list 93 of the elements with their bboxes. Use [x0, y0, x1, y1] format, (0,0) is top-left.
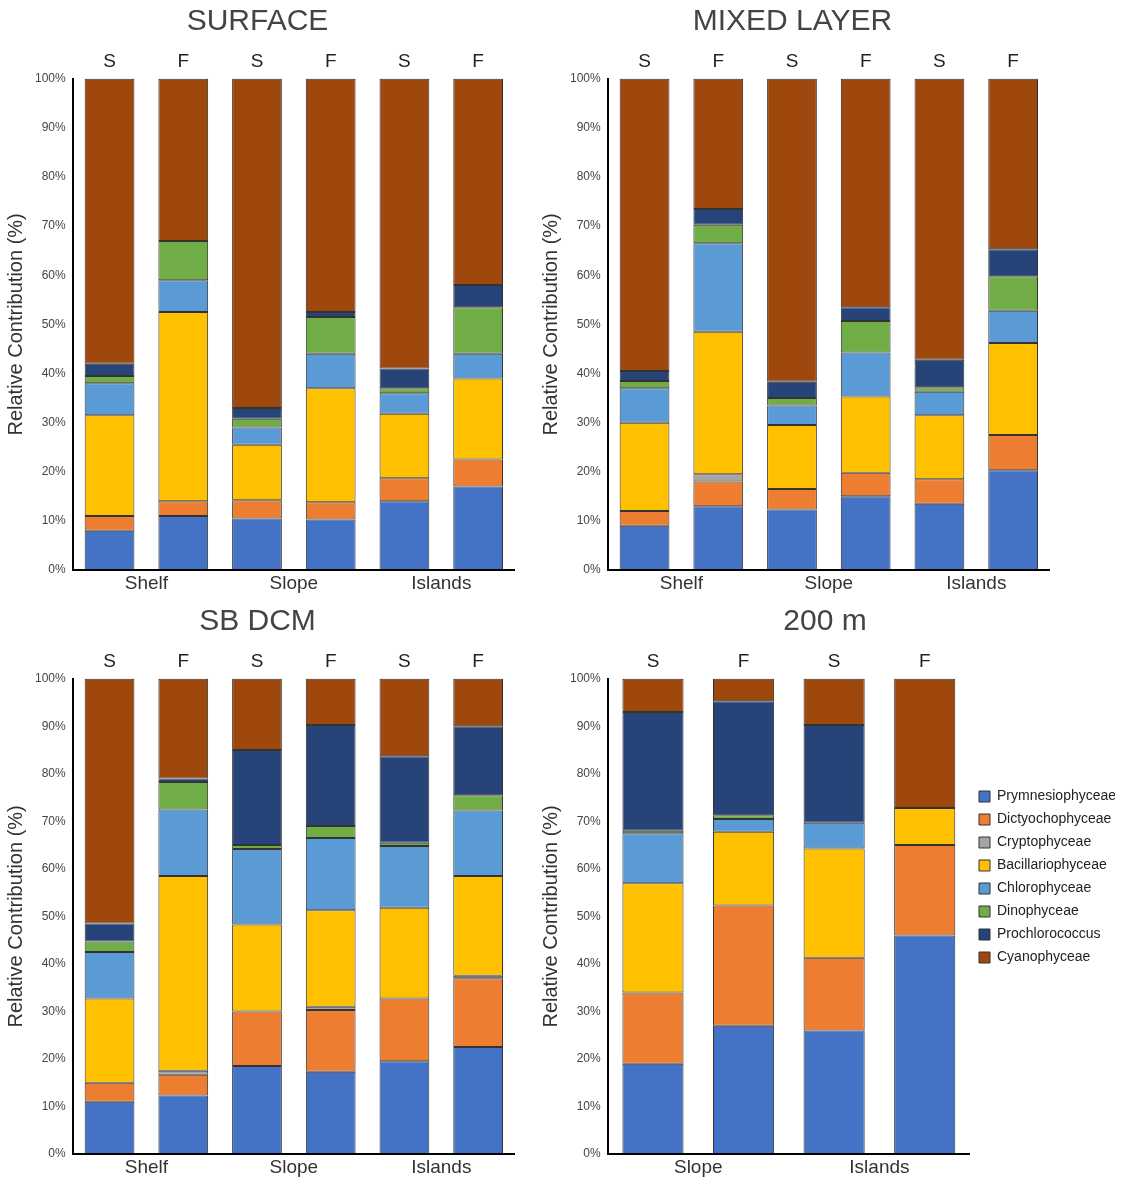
y-tick-label: 10% — [41, 1098, 67, 1113]
x-tick-label: S — [398, 649, 411, 671]
y-tick-label: 100% — [34, 71, 67, 86]
y-tick-label: 0% — [48, 562, 67, 577]
y-tick-label: 50% — [576, 908, 602, 923]
text: Slope — [804, 571, 854, 593]
y-tick-label: 70% — [41, 218, 67, 233]
text: Slope — [269, 571, 319, 593]
y-tick-label: 30% — [41, 1003, 67, 1018]
y-tick-label: 80% — [41, 169, 67, 184]
x-tick-label: S — [250, 649, 264, 671]
y-tick-label: 90% — [576, 718, 602, 733]
y-tick-label: 90% — [41, 120, 67, 135]
text: Islands — [411, 571, 472, 593]
y-tick-label: 10% — [576, 513, 602, 528]
x-tick-label: S — [933, 49, 946, 71]
y-tick-label: 20% — [41, 464, 67, 479]
legend-label: Prymnesiophyceae — [997, 787, 1117, 804]
legend-label: Dinophyceae — [997, 902, 1079, 919]
chart-title: MIXED LAYER — [692, 3, 893, 37]
legend-label: Chlorophyceae — [997, 879, 1092, 896]
x-tick-label: F — [737, 649, 750, 671]
x-tick-label: F — [472, 649, 484, 671]
y-axis-title: Relative Contribution (%) — [3, 805, 26, 1028]
x-tick-label: S — [646, 649, 660, 671]
y-tick-label: 90% — [576, 120, 602, 135]
x-tick-label: F — [712, 49, 725, 71]
text: Shelf — [124, 1155, 169, 1177]
x-tick-label: S — [638, 49, 651, 71]
text: Islands — [849, 1155, 910, 1177]
y-tick-label: 10% — [41, 513, 67, 528]
y-tick-label: 80% — [41, 766, 67, 781]
y-tick-label: 60% — [41, 267, 67, 282]
y-tick-label: 60% — [576, 267, 602, 282]
x-tick-label: F — [918, 649, 931, 671]
legend-label: Cryptophyceae — [997, 833, 1092, 850]
text: Slope — [269, 1155, 319, 1177]
y-tick-label: 80% — [576, 766, 602, 781]
y-tick-label: 40% — [576, 956, 602, 971]
y-axis-title: Relative Contribution (%) — [538, 805, 561, 1028]
text: Shelf — [659, 571, 704, 593]
x-tick-label: F — [177, 49, 190, 71]
y-tick-label: 100% — [569, 671, 602, 686]
x-tick-label: F — [859, 49, 872, 71]
y-tick-label: 30% — [41, 414, 67, 429]
chart-title: SURFACE — [186, 3, 329, 37]
x-tick-label: S — [398, 49, 411, 71]
y-tick-label: 70% — [41, 813, 67, 828]
x-tick-label: S — [785, 49, 799, 71]
y-tick-label: 50% — [41, 908, 67, 923]
legend-label: Cyanophyceae — [997, 948, 1091, 965]
x-tick-label: F — [472, 49, 484, 71]
y-tick-label: 40% — [41, 365, 67, 380]
y-tick-label: 20% — [576, 1051, 602, 1066]
x-tick-label: F — [177, 649, 190, 671]
text: Slope — [673, 1155, 723, 1177]
x-tick-label: S — [103, 49, 116, 71]
y-tick-label: 20% — [576, 464, 602, 479]
y-tick-label: 0% — [48, 1146, 67, 1161]
y-tick-label: 70% — [576, 218, 602, 233]
y-tick-label: 70% — [576, 813, 602, 828]
y-axis-title: Relative Contribution (%) — [538, 213, 561, 436]
y-tick-label: 40% — [41, 956, 67, 971]
x-tick-label: F — [324, 49, 337, 71]
chart-title: SB DCM — [199, 603, 316, 637]
x-tick-label: S — [103, 649, 116, 671]
legend-label: Prochlorococcus — [997, 925, 1101, 942]
y-tick-label: 60% — [41, 861, 67, 876]
x-tick-label: S — [250, 49, 264, 71]
y-tick-label: 80% — [576, 169, 602, 184]
legend-label: Dictyochophyceae — [997, 810, 1112, 827]
y-tick-label: 10% — [576, 1098, 602, 1113]
y-tick-label: 90% — [41, 718, 67, 733]
x-tick-label: S — [827, 649, 841, 671]
x-tick-label: F — [1007, 49, 1019, 71]
y-axis-title: Relative Contribution (%) — [3, 213, 26, 436]
y-tick-label: 50% — [41, 316, 67, 331]
y-tick-label: 30% — [576, 1003, 602, 1018]
text: Islands — [946, 571, 1007, 593]
text: Shelf — [124, 571, 169, 593]
y-tick-label: 60% — [576, 861, 602, 876]
x-tick-label: F — [324, 649, 337, 671]
y-tick-label: 0% — [583, 1146, 602, 1161]
legend-label: Bacillariophyceae — [997, 856, 1107, 873]
y-tick-label: 30% — [576, 414, 602, 429]
y-tick-label: 40% — [576, 365, 602, 380]
chart-title: 200 m — [783, 603, 867, 637]
y-tick-label: 50% — [576, 316, 602, 331]
y-tick-label: 0% — [583, 562, 602, 577]
y-tick-label: 20% — [41, 1051, 67, 1066]
y-tick-label: 100% — [569, 71, 602, 86]
y-tick-label: 100% — [34, 671, 67, 686]
text: Islands — [411, 1155, 472, 1177]
